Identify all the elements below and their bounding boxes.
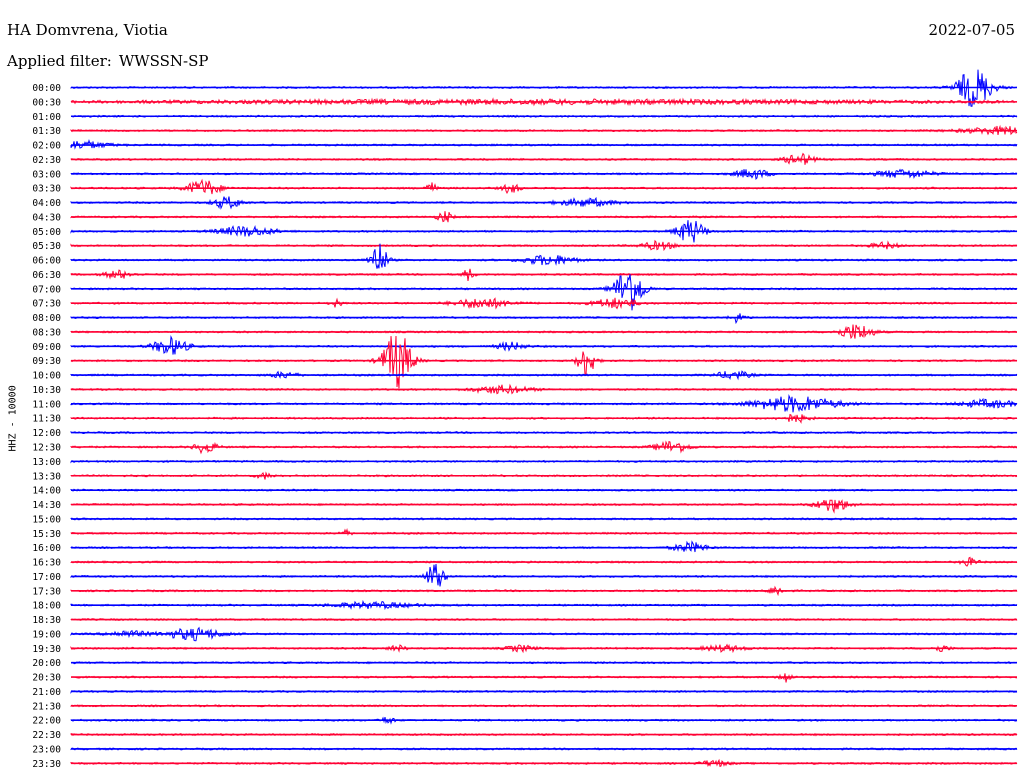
trace-line (70, 243, 1018, 269)
time-tick-label: 10:30 (32, 385, 61, 396)
time-tick-label: 05:00 (32, 227, 61, 238)
time-tick-label: 00:30 (32, 97, 61, 108)
time-tick-label: 07:30 (32, 299, 61, 310)
time-tick-label: 01:00 (32, 112, 61, 123)
time-tick-label: 04:30 (32, 212, 61, 223)
time-tick-label: 12:00 (32, 428, 61, 439)
time-tick-label: 21:30 (32, 701, 61, 712)
time-tick-label: 18:00 (32, 601, 61, 612)
time-tick-label: 10:00 (32, 371, 61, 382)
time-tick-label: 22:00 (32, 716, 61, 727)
time-tick-label: 01:30 (32, 126, 61, 137)
time-tick-label: 13:00 (32, 457, 61, 468)
trace-line (70, 178, 1018, 195)
time-tick-label: 18:30 (32, 615, 61, 626)
time-tick-label: 08:00 (32, 313, 61, 324)
filter-info: Applied filter: WWSSN-SP (7, 52, 216, 70)
time-tick-label: 23:00 (32, 744, 61, 755)
time-tick-label: 09:30 (32, 356, 61, 367)
filter-label: Applied filter: (7, 52, 112, 70)
time-tick-label: 21:00 (32, 687, 61, 698)
time-tick-label: 02:00 (32, 141, 61, 152)
time-tick-label: 14:00 (32, 486, 61, 497)
time-tick-label: 20:30 (32, 673, 61, 684)
time-tick-label: 02:30 (32, 155, 61, 166)
station-title: HA Domvrena, Viotia (7, 21, 168, 39)
time-tick-label: 11:00 (32, 399, 61, 410)
time-tick-label: 19:00 (32, 629, 61, 640)
time-tick-label: 22:30 (32, 730, 61, 741)
trace-line (70, 563, 1018, 587)
time-tick-label: 11:30 (32, 414, 61, 425)
filter-value: WWSSN-SP (118, 52, 209, 70)
time-tick-label: 17:30 (32, 586, 61, 597)
time-tick-label: 00:00 (32, 83, 61, 94)
trace-line (70, 499, 1018, 514)
time-tick-label: 20:00 (32, 658, 61, 669)
time-tick-label: 12:30 (32, 443, 61, 454)
time-tick-label: 15:00 (32, 514, 61, 525)
trace-line (70, 335, 1018, 389)
time-tick-label: 15:30 (32, 529, 61, 540)
time-tick-label: 06:00 (32, 256, 61, 267)
time-tick-label: 08:30 (32, 327, 61, 338)
time-tick-label: 16:30 (32, 558, 61, 569)
time-tick-label: 03:00 (32, 169, 61, 180)
date-label: 2022-07-05 (928, 21, 1015, 39)
time-tick-label: 09:00 (32, 342, 61, 353)
trace-line (70, 673, 1018, 683)
time-tick-label: 16:00 (32, 543, 61, 554)
time-tick-label: 06:30 (32, 270, 61, 281)
time-tick-label: 03:30 (32, 184, 61, 195)
time-tick-label: 14:30 (32, 500, 61, 511)
trace-line (70, 274, 1018, 311)
time-tick-label: 23:30 (32, 759, 61, 770)
time-tick-label: 05:30 (32, 241, 61, 252)
time-tick-label: 04:00 (32, 198, 61, 209)
time-tick-label: 13:30 (32, 471, 61, 482)
time-tick-label: 07:00 (32, 284, 61, 295)
time-tick-label: 17:00 (32, 572, 61, 583)
time-tick-label: 19:30 (32, 644, 61, 655)
